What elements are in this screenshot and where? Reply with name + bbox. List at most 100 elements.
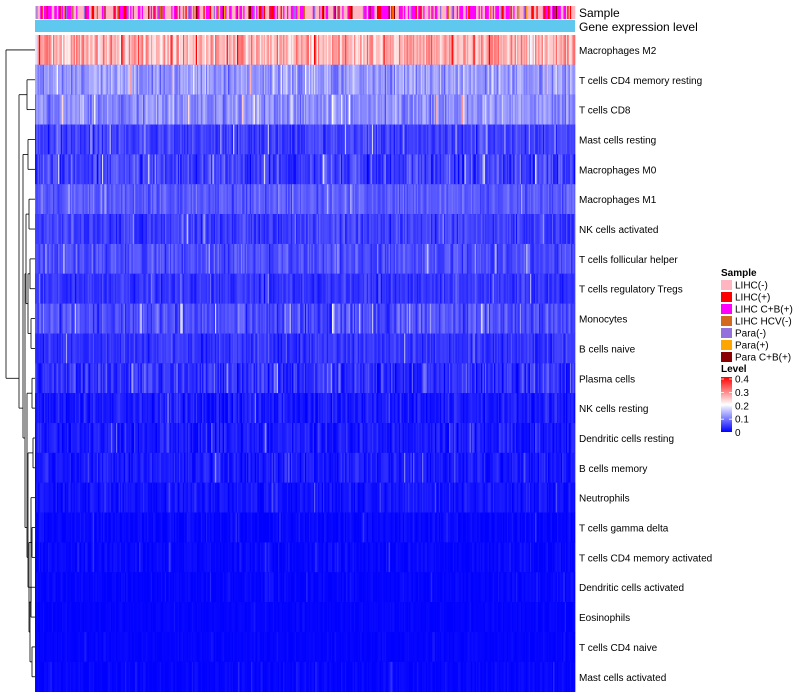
heatmap-cell: [413, 35, 415, 66]
heatmap-cell: [188, 124, 190, 155]
sample-annotation-cell: [324, 6, 326, 19]
heatmap-cell: [504, 124, 506, 155]
heatmap-cell: [279, 333, 281, 364]
heatmap-cell: [265, 333, 267, 364]
heatmap-cell: [470, 64, 473, 95]
heatmap-cell: [546, 184, 549, 215]
heatmap-cell: [202, 273, 204, 304]
sample-annotation-cell: [470, 6, 473, 19]
heatmap-cell: [532, 94, 535, 125]
heatmap-cell: [464, 154, 467, 185]
heatmap-cell: [409, 64, 411, 95]
heatmap-cell: [85, 333, 87, 364]
heatmap-cell: [469, 303, 472, 334]
heatmap-cell: [536, 303, 539, 334]
heatmap-cell: [288, 94, 290, 125]
heatmap-cell: [411, 303, 414, 334]
heatmap-cell: [461, 303, 464, 334]
heatmap-cell: [72, 214, 74, 245]
heatmap-cell: [306, 124, 308, 155]
heatmap-cell: [486, 124, 488, 155]
heatmap-cell: [238, 35, 240, 66]
heatmap-cell: [496, 64, 499, 95]
heatmap-cell: [488, 214, 491, 245]
heatmap-cell: [128, 35, 131, 66]
heatmap-cell: [90, 124, 92, 155]
heatmap-cell: [101, 273, 104, 304]
heatmap-cell: [35, 94, 37, 125]
heatmap-cell: [549, 94, 551, 125]
heatmap-cell: [298, 124, 301, 155]
heatmap-cell: [222, 273, 225, 304]
heatmap-cell: [148, 243, 150, 275]
sample-annotation-cell: [249, 6, 252, 19]
heatmap-cell: [301, 124, 303, 155]
heatmap-cell: [153, 214, 155, 245]
heatmap-cell: [315, 214, 317, 245]
heatmap-cell: [348, 184, 351, 215]
heatmap-cell: [406, 243, 409, 275]
heatmap-cell: [443, 243, 446, 275]
heatmap-cell: [536, 154, 539, 185]
heatmap-cell: [419, 273, 422, 304]
heatmap-cell: [410, 184, 413, 215]
heatmap-cell: [254, 333, 257, 364]
heatmap-cell: [375, 303, 378, 334]
heatmap-cell: [161, 184, 163, 215]
heatmap-cell: [347, 64, 350, 95]
sample-annotation-cell: [123, 6, 126, 19]
heatmap-cell: [369, 154, 371, 185]
sample-annotation-cell: [573, 6, 576, 19]
heatmap-cell: [404, 273, 406, 304]
heatmap-cell: [341, 273, 343, 304]
heatmap-cell: [420, 94, 423, 125]
heatmap-cell: [338, 214, 341, 245]
heatmap-cell: [164, 333, 167, 364]
heatmap-cell: [501, 35, 504, 66]
heatmap-cell: [285, 64, 288, 95]
heatmap-cell: [71, 64, 73, 95]
heatmap-cell: [509, 94, 512, 125]
heatmap-cell: [131, 124, 134, 155]
sample-annotation-cell: [438, 6, 441, 19]
heatmap-cell: [220, 273, 222, 304]
heatmap-cell: [90, 35, 92, 66]
heatmap-cell: [157, 94, 159, 125]
heatmap-cell: [389, 243, 392, 275]
heatmap-cell: [289, 64, 292, 95]
heatmap-cell: [474, 214, 477, 245]
heatmap-cell: [366, 94, 369, 125]
heatmap-cell: [306, 64, 308, 95]
heatmap-cell: [121, 35, 123, 66]
heatmap-cell: [441, 184, 443, 215]
heatmap-cell: [356, 214, 359, 245]
heatmap-cell: [551, 124, 554, 155]
heatmap-cell: [474, 273, 477, 304]
heatmap-cell: [401, 35, 404, 66]
heatmap-cell: [526, 273, 528, 304]
heatmap-cell: [179, 214, 181, 245]
sample-annotation-cell: [374, 6, 377, 19]
heatmap-cell: [560, 303, 563, 334]
heatmap-cell: [145, 35, 148, 66]
heatmap-cell: [141, 184, 144, 215]
heatmap-cell: [194, 94, 197, 125]
heatmap-cell: [276, 124, 279, 155]
heatmap-cell: [362, 124, 365, 155]
heatmap-cell: [117, 184, 119, 215]
heatmap-cell: [496, 154, 499, 185]
heatmap-cell: [126, 184, 128, 215]
heatmap-cell: [195, 303, 198, 334]
heatmap-cell: [284, 214, 287, 245]
heatmap-cell: [85, 64, 87, 95]
heatmap-cell: [434, 243, 437, 275]
heatmap-cell: [362, 214, 365, 245]
heatmap-cell: [537, 273, 540, 304]
heatmap-cell: [563, 273, 566, 304]
heatmap-cell: [139, 64, 141, 95]
sample-annotation-cell: [240, 6, 243, 19]
heatmap-cell: [506, 94, 509, 125]
heatmap-cell: [236, 184, 239, 215]
heatmap-cell: [186, 35, 189, 66]
heatmap-cell: [558, 64, 560, 95]
